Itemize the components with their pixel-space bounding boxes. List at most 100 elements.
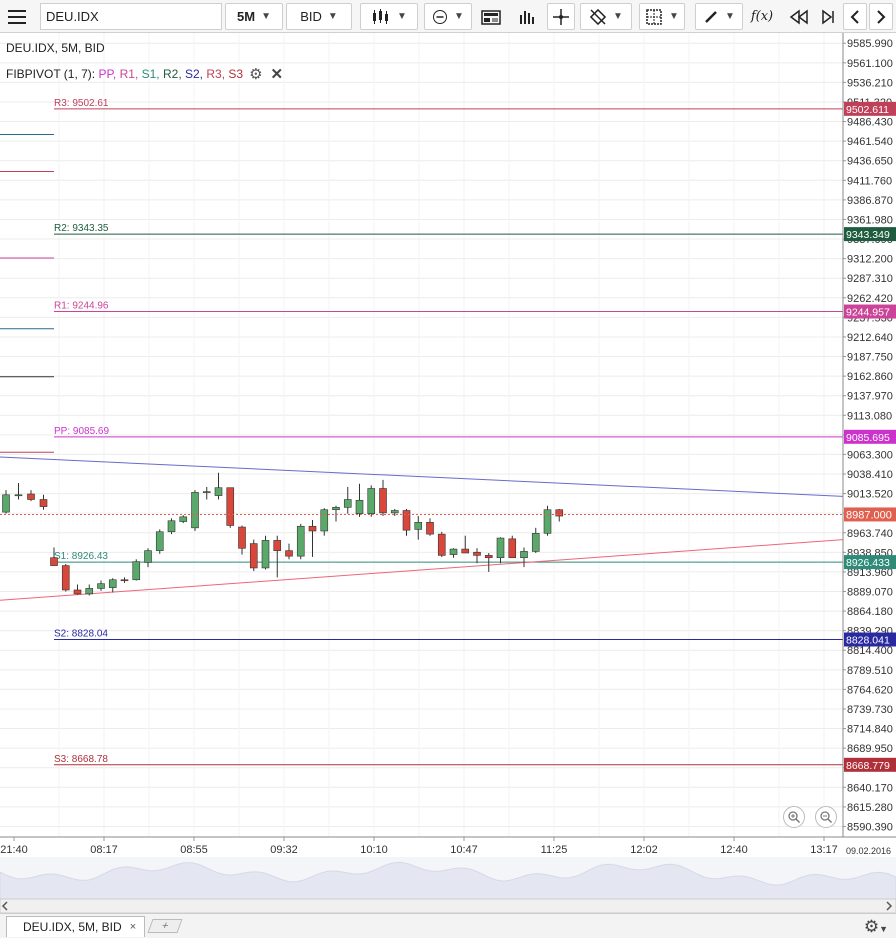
news-button[interactable] xyxy=(477,3,505,30)
scroll-right-icon xyxy=(886,901,893,911)
scroll-left-icon xyxy=(1,901,8,911)
candle-body xyxy=(2,494,10,513)
y-tick-label: 9113.080 xyxy=(847,410,892,422)
indicator-settings-icon[interactable]: ⚙ xyxy=(249,66,263,83)
price-chart[interactable]: R3: 9502.61 R2: 9343.35 R1: 9244.96 PP: 908… xyxy=(0,33,896,913)
menu-button[interactable] xyxy=(2,3,32,30)
candle-body xyxy=(484,555,493,559)
x-tick-label: 09:32 xyxy=(270,844,298,856)
prev-button[interactable] xyxy=(843,3,867,30)
candle-body xyxy=(308,525,317,532)
pivot-tag-bg xyxy=(844,101,896,116)
candle-body xyxy=(261,540,270,569)
indicator-item-s2: S2, xyxy=(185,67,207,81)
timeframe-select[interactable]: 5M ▼ xyxy=(225,3,283,30)
chevron-down-icon: ▼ xyxy=(397,11,407,22)
crosshair-icon xyxy=(553,8,569,25)
price-type-select[interactable]: BID ▼ xyxy=(286,3,352,30)
tab-close-icon[interactable]: × xyxy=(129,921,137,933)
candle-body xyxy=(496,537,505,559)
candle-body xyxy=(155,531,164,551)
add-tab-button[interactable]: + xyxy=(147,919,183,933)
candle-body xyxy=(531,533,540,552)
chart-tab[interactable]: DEU.IDX, 5M, BID × xyxy=(6,916,146,937)
chevron-down-icon: ▼ xyxy=(454,11,464,22)
autoscroll-select[interactable]: ▼ xyxy=(580,3,632,30)
grid-select[interactable]: ▼ xyxy=(639,3,685,30)
pivot-tag-r3: 9502.611 xyxy=(846,104,889,116)
rewind-icon xyxy=(789,9,808,24)
indicator-prefix: FIBPIVOT (1, 7): xyxy=(6,67,99,81)
candle-body xyxy=(120,579,129,582)
pivot-tag-pp: 9085.695 xyxy=(846,432,890,444)
candle-body xyxy=(61,565,70,591)
candlestick-icon xyxy=(373,8,389,24)
indicator-item-s1: S1, xyxy=(141,67,163,81)
x-tick-label: 10:10 xyxy=(360,844,388,856)
zoom-out-button[interactable] xyxy=(815,806,837,828)
fx-label: f(x) xyxy=(750,9,774,24)
candle-body xyxy=(320,509,329,532)
candle-body xyxy=(132,561,141,581)
chart-area[interactable]: R3: 9502.61 R2: 9343.35 R1: 9244.96 PP: 908… xyxy=(0,33,896,913)
x-axis: 21:40 08:17 08:55 09:32 10:10 10:47 11:25 12:02… xyxy=(0,836,896,856)
pivot-tag-bg xyxy=(844,555,896,570)
candle-body xyxy=(249,543,258,569)
y-tick-label: 9386.870 xyxy=(847,195,893,207)
grid-icon xyxy=(646,8,662,25)
symbol-input[interactable] xyxy=(40,3,222,30)
crosshair-button[interactable] xyxy=(547,3,575,30)
y-tick-label: 8764.620 xyxy=(847,684,893,696)
hamburger-icon xyxy=(8,9,26,24)
chart-type-select[interactable]: ▼ xyxy=(360,3,418,30)
trendline-support xyxy=(0,539,844,601)
y-tick-label: 9038.410 xyxy=(847,469,893,481)
scroll-start-button[interactable] xyxy=(786,3,812,30)
candle-body xyxy=(520,551,528,559)
candle-body xyxy=(414,522,423,530)
navigator xyxy=(0,857,896,913)
y-tick-label: 9287.310 xyxy=(847,273,893,285)
candle-body xyxy=(14,494,23,497)
compare-select[interactable]: ▼ xyxy=(424,3,472,30)
candle-body xyxy=(426,522,434,535)
candle-body xyxy=(179,516,188,522)
candle-body xyxy=(402,510,411,531)
next-button[interactable] xyxy=(869,3,893,30)
instrument-legend: DEU.IDX, 5M, BID xyxy=(6,41,105,55)
zoom-in-button[interactable] xyxy=(783,806,805,828)
volume-button[interactable] xyxy=(514,3,542,30)
y-tick-label: 9187.750 xyxy=(847,352,893,364)
y-tick-label: 8963.740 xyxy=(847,528,893,540)
settings-icon[interactable]: ⚙▼ xyxy=(863,917,888,936)
pivot-tag-bg xyxy=(844,227,896,242)
indicators-button[interactable]: f(x) xyxy=(748,3,776,30)
drawing-tools-select[interactable]: ▼ xyxy=(695,3,743,30)
indicator-items: PP, R1, S1, R2, S2, R3, S3 xyxy=(98,67,243,81)
pencil-icon xyxy=(705,10,717,23)
indicator-item-r3: R3, xyxy=(206,67,229,81)
candle-body xyxy=(332,507,340,511)
pivot-tag-s3: 8668.779 xyxy=(846,760,890,772)
candle-body xyxy=(85,588,94,595)
pivot-label-s2: S2: 8828.04 xyxy=(54,629,108,640)
indicator-remove-icon[interactable]: ✕ xyxy=(270,66,284,83)
candle-body xyxy=(285,550,293,557)
scroll-end-button[interactable] xyxy=(816,3,840,30)
indicator-legend[interactable]: FIBPIVOT (1, 7): PP, R1, S1, R2, S2, R3,… xyxy=(6,65,283,83)
candle-body xyxy=(214,487,223,496)
status-bar: DEU.IDX, 5M, BID × + ⚙▼ xyxy=(0,913,896,938)
chevron-down-icon: ▼ xyxy=(327,11,338,22)
zoom-in-icon xyxy=(788,811,801,824)
chevron-down-icon: ▼ xyxy=(669,11,679,22)
indicator-item-r2: R2, xyxy=(162,67,185,81)
y-tick-label: 9361.980 xyxy=(847,214,893,226)
candle-body xyxy=(273,540,282,551)
candle-body xyxy=(437,533,446,556)
chevron-left-icon xyxy=(850,9,859,24)
no-scroll-icon xyxy=(589,8,607,25)
horizontal-scrollbar xyxy=(0,898,896,913)
candle-body xyxy=(473,551,481,556)
date-label: 09.02.2016 xyxy=(846,846,891,856)
y-tick-label: 9063.300 xyxy=(847,449,893,461)
